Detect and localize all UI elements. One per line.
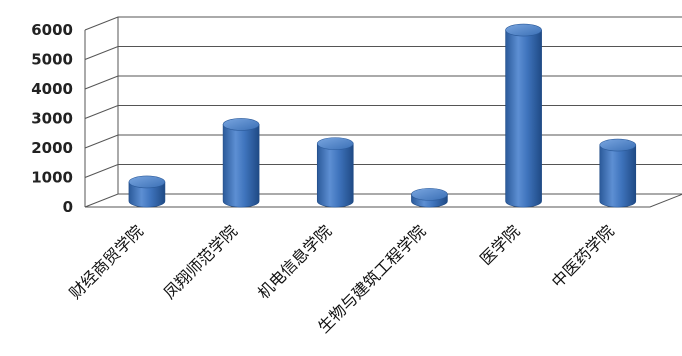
bar bbox=[411, 188, 448, 208]
gridline bbox=[84, 105, 682, 119]
bar bbox=[128, 175, 166, 208]
bar bbox=[222, 118, 260, 208]
gridline bbox=[84, 134, 682, 149]
bar bbox=[316, 137, 354, 208]
floor-line bbox=[85, 193, 682, 208]
x-tick-label: 生物与建筑工程学院 bbox=[314, 221, 429, 336]
bar bbox=[599, 138, 637, 208]
gridline bbox=[84, 75, 682, 90]
x-tick-label: 机电信息学院 bbox=[254, 221, 335, 302]
y-tick-label: 4000 bbox=[31, 80, 73, 98]
bar bbox=[505, 23, 542, 208]
gridline bbox=[84, 16, 682, 31]
y-tick-label: 6000 bbox=[31, 21, 73, 39]
y-tick-label: 5000 bbox=[31, 51, 73, 69]
gridline bbox=[84, 193, 682, 208]
gridline bbox=[84, 46, 682, 60]
bars bbox=[128, 23, 637, 208]
x-tick-label: 中医药学院 bbox=[548, 221, 618, 291]
y-tick-label: 0 bbox=[63, 198, 73, 216]
x-tick-label: 医学院 bbox=[476, 221, 523, 268]
gridline bbox=[84, 164, 682, 178]
grid-layer bbox=[84, 16, 682, 208]
x-tick-label: 凤翔师范学院 bbox=[160, 221, 241, 302]
y-axis: 0 1000 2000 3000 4000 5000 6000 bbox=[31, 21, 73, 216]
y-tick-label: 1000 bbox=[31, 169, 73, 187]
y-tick-label: 2000 bbox=[31, 139, 73, 157]
y-tick-label: 3000 bbox=[31, 110, 73, 128]
x-tick-label: 财经商贸学院 bbox=[66, 221, 147, 302]
